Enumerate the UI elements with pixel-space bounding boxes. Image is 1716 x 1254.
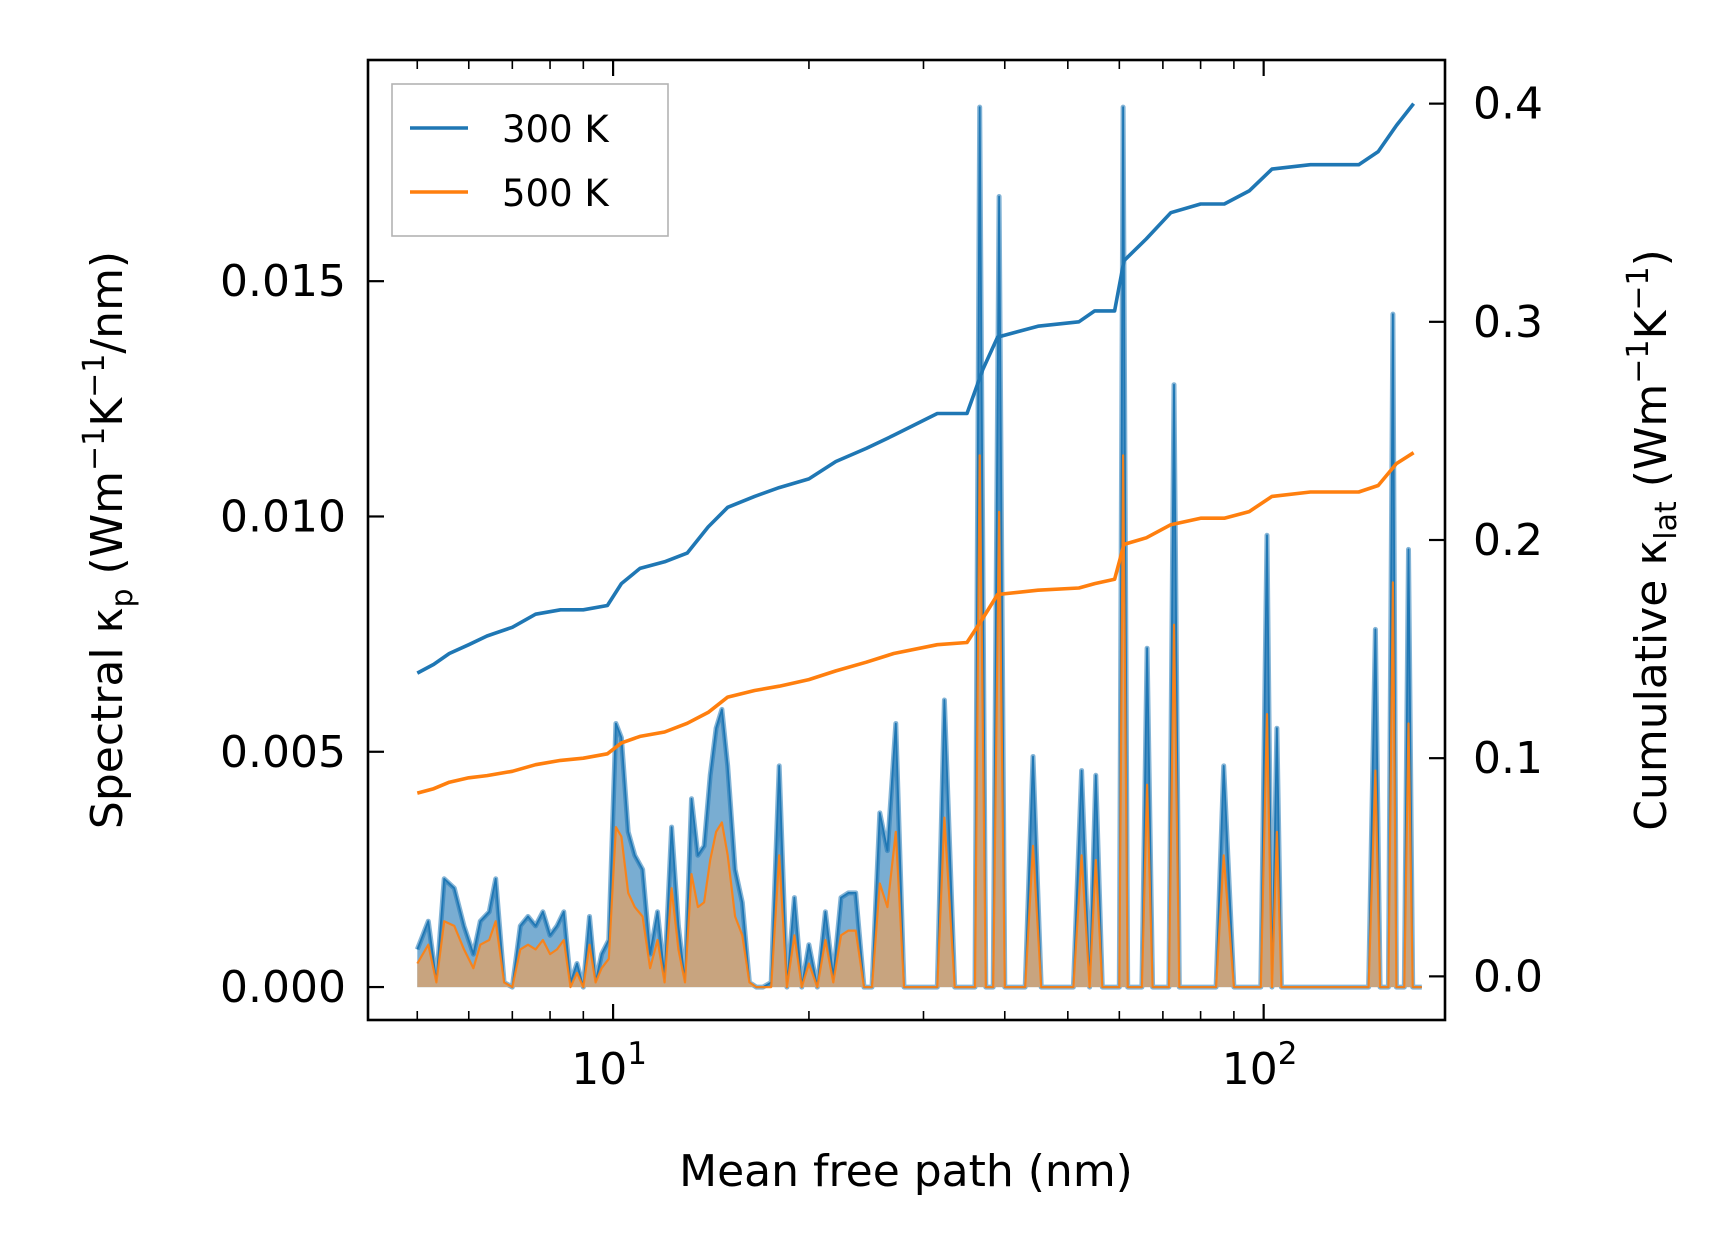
plot-frame: [366, 58, 1447, 1022]
cumulative-500k-line: [416, 451, 1415, 795]
cumulative-300k-line: [416, 102, 1416, 675]
cumulative-series-layer: [416, 102, 1416, 795]
left-y-tick-label: 0.015: [220, 256, 346, 307]
legend-box: [391, 83, 669, 237]
right-y-tick-label: 0.1: [1473, 733, 1543, 784]
right-y-tick-label: 0.2: [1473, 515, 1543, 566]
legend-label-500k: 500 K: [502, 172, 610, 215]
legend: 300 K 500 K: [391, 83, 669, 237]
tick-layer: 0.000 0.005 0.010 0.015 0.0 0.1 0.2 0.3 0.4 101 10…: [220, 60, 1543, 1095]
right-y-tick-label: 0.3: [1473, 297, 1543, 348]
spectral-series-layer: [414, 104, 1422, 990]
spectral-500k-line: [416, 454, 1422, 989]
left-y-axis-label: Spectral κp (Wm−1K−1/nm): [77, 251, 140, 829]
x-axis-label: Mean free path (nm): [679, 1146, 1133, 1197]
right-y-tick-label: 0.4: [1473, 79, 1543, 130]
plot-area: [414, 102, 1422, 990]
x-tick-label: 101: [571, 1036, 647, 1095]
legend-label-300k: 300 K: [502, 108, 610, 151]
right-y-axis-label: Cumulative κlat (Wm−1K−1): [1621, 249, 1684, 831]
x-tick-label: 102: [1222, 1036, 1298, 1095]
left-y-tick-label: 0.010: [220, 491, 346, 542]
left-y-tick-label: 0.005: [220, 727, 346, 778]
right-y-tick-label: 0.0: [1473, 951, 1543, 1002]
left-y-tick-label: 0.000: [220, 962, 346, 1013]
